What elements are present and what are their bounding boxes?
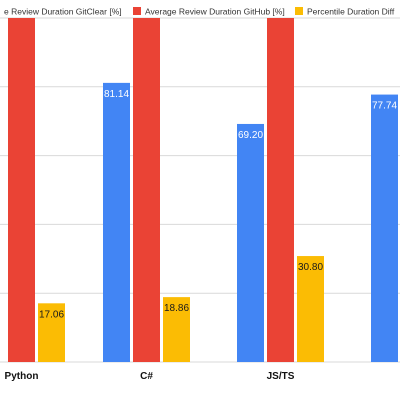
bar-series2-cat2 (133, 18, 160, 362)
data-label: 18.86 (164, 303, 189, 314)
bar-series2-cat1 (8, 18, 35, 362)
bar-series3-cat3 (297, 256, 324, 362)
legend: e Review Duration GitClear [%] Average Re… (4, 7, 395, 17)
bar-series3-cat1 (38, 303, 65, 362)
legend-swatch (295, 7, 303, 15)
x-axis: Python C# JS/TS (5, 371, 295, 382)
x-tick-label: JS/TS (267, 371, 295, 382)
bar-series3-cat2 (163, 297, 190, 362)
bar-series1-cat3 (237, 123, 264, 363)
bars (8, 18, 398, 363)
data-label: 17.06 (39, 309, 64, 320)
x-tick-label: C# (140, 371, 153, 382)
bar-series1-cat4 (371, 94, 398, 362)
legend-swatch (133, 7, 141, 15)
data-labels: 81.14 69.20 77.74 17.06 18.86 30.80 (39, 89, 397, 320)
legend-label: e Review Duration GitClear [%] (4, 7, 122, 17)
legend-label: Average Review Duration GitHub [%] (145, 7, 285, 17)
data-label: 81.14 (104, 89, 129, 100)
legend-label: Percentile Duration Diff (307, 7, 395, 17)
bar-series1-cat2 (103, 82, 130, 362)
data-label: 30.80 (298, 262, 323, 273)
x-tick-label: Python (5, 371, 39, 382)
data-label: 69.20 (238, 130, 263, 141)
bar-series2-cat3 (267, 18, 294, 362)
data-label: 77.74 (372, 101, 397, 112)
grid-lines (0, 17, 400, 363)
